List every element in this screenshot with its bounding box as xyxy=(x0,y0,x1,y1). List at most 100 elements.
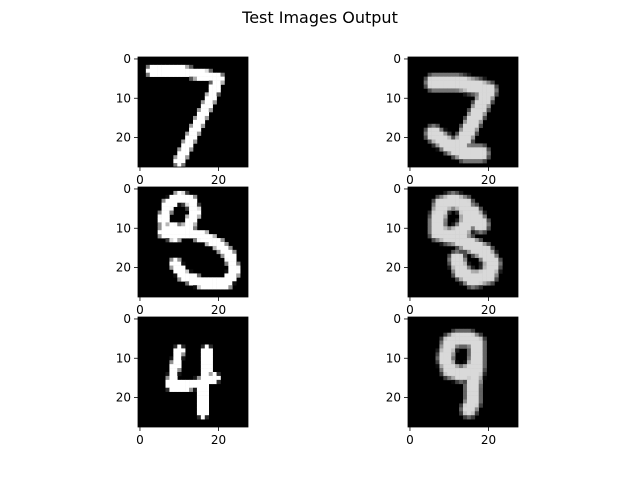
pixel xyxy=(435,194,440,200)
pixel xyxy=(236,265,241,270)
pixel xyxy=(474,344,480,349)
pixel xyxy=(212,96,217,101)
pixel xyxy=(216,80,221,85)
pixel xyxy=(212,234,217,239)
pixel xyxy=(466,242,472,247)
pixel xyxy=(463,230,468,235)
pixel xyxy=(463,139,468,144)
pixel xyxy=(455,143,460,148)
pixel xyxy=(232,269,237,274)
pixel xyxy=(169,72,174,77)
pixel xyxy=(439,356,444,361)
pixel xyxy=(435,80,440,85)
pixel xyxy=(451,72,456,77)
pixel xyxy=(463,214,468,219)
pixel xyxy=(204,379,210,385)
pixel xyxy=(204,104,210,109)
pixel xyxy=(193,206,198,211)
pixel xyxy=(474,379,480,385)
pixel xyxy=(443,368,448,373)
pixel xyxy=(189,194,194,200)
pixel xyxy=(474,222,480,227)
pixel xyxy=(486,80,491,85)
pixel xyxy=(478,226,483,231)
pixel xyxy=(466,391,472,396)
pixel xyxy=(216,379,221,385)
pixel xyxy=(459,245,464,251)
pixel xyxy=(169,230,174,235)
pixel xyxy=(435,234,440,239)
pixel xyxy=(212,372,217,377)
pixel xyxy=(149,64,155,70)
pixel xyxy=(443,72,448,77)
pixel xyxy=(208,108,213,113)
pixel xyxy=(177,68,182,74)
pixel xyxy=(193,226,198,231)
pixel xyxy=(435,218,440,223)
pixel xyxy=(474,399,480,404)
pixel xyxy=(220,80,225,85)
pixel xyxy=(470,407,476,412)
pixel xyxy=(161,218,166,223)
pixel xyxy=(220,281,225,286)
pixel xyxy=(463,135,468,140)
pixel xyxy=(451,257,456,262)
pixel xyxy=(470,411,476,416)
pixel xyxy=(200,115,206,121)
pixel xyxy=(439,218,444,223)
pixel xyxy=(181,151,186,156)
pixel xyxy=(439,352,444,357)
pixel xyxy=(459,234,464,239)
pixel xyxy=(470,399,476,404)
pixel xyxy=(177,261,182,266)
pixel xyxy=(451,261,456,266)
pixel xyxy=(451,368,456,373)
pixel xyxy=(177,352,182,357)
pixel xyxy=(189,202,194,207)
pixel xyxy=(189,273,194,278)
pixel xyxy=(451,226,456,231)
pixel xyxy=(474,123,480,129)
pixel xyxy=(200,372,206,377)
pixel xyxy=(185,214,190,219)
pixel xyxy=(470,356,476,361)
axes-frame xyxy=(137,316,249,428)
pixel xyxy=(185,206,190,211)
pixel xyxy=(459,407,464,412)
pixel xyxy=(161,202,166,207)
pixel xyxy=(212,375,217,381)
pixel xyxy=(463,261,468,266)
pixel xyxy=(455,257,460,262)
pixel xyxy=(463,155,468,160)
pixel xyxy=(196,230,202,235)
pixel xyxy=(200,348,206,353)
pixel xyxy=(470,135,476,140)
pixel xyxy=(232,257,237,262)
pixel xyxy=(169,372,174,377)
pixel xyxy=(165,218,170,223)
pixel xyxy=(466,277,472,282)
pixel xyxy=(200,368,206,373)
pixel xyxy=(463,411,468,416)
pixel xyxy=(470,368,476,373)
pixel xyxy=(169,368,174,373)
pixel xyxy=(478,104,483,109)
y-tick-label: 0 xyxy=(393,182,401,196)
axes-frame xyxy=(407,186,519,298)
pixel xyxy=(212,76,217,81)
pixel xyxy=(482,352,487,357)
pixel xyxy=(189,383,194,389)
pixel xyxy=(439,372,444,377)
pixel xyxy=(455,336,460,341)
pixel xyxy=(236,261,241,266)
pixel xyxy=(486,281,491,286)
pixel xyxy=(196,407,202,412)
pixel xyxy=(431,80,436,85)
pixel xyxy=(157,234,162,239)
pixel xyxy=(181,68,186,74)
pixel xyxy=(474,391,480,396)
pixel xyxy=(463,147,468,152)
x-tick-label: 0 xyxy=(136,173,144,187)
pixel xyxy=(466,403,472,408)
pixel xyxy=(443,364,448,369)
